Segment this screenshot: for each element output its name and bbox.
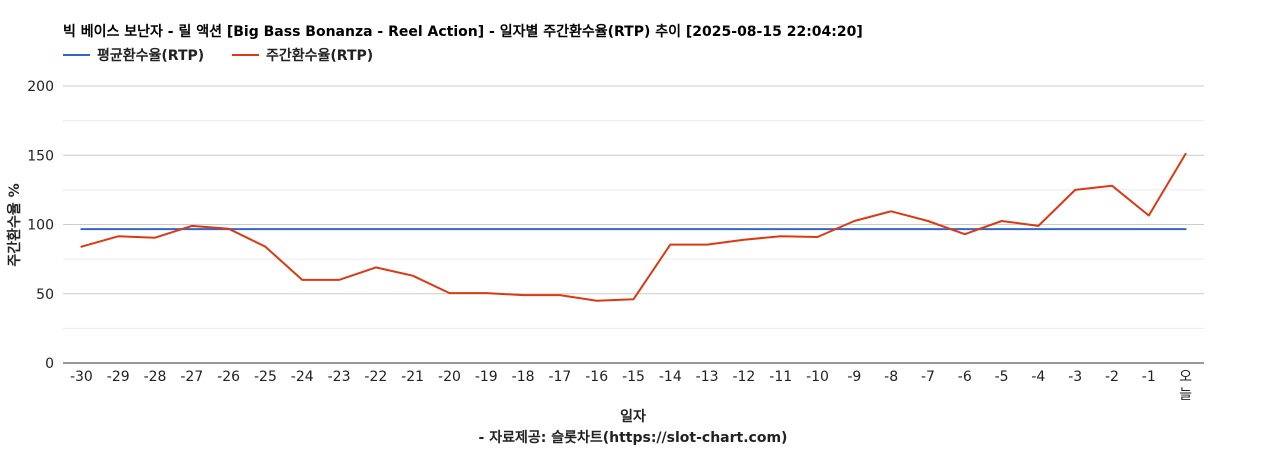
x-tick-label: -4: [1031, 369, 1045, 385]
x-tick-label: -6: [958, 369, 972, 385]
x-tick-label: -10: [806, 369, 829, 385]
legend-item-weekly-rtp[interactable]: 주간환수율(RTP): [232, 47, 373, 64]
x-tick-label: -3: [1068, 369, 1082, 385]
x-tick-label: -19: [475, 369, 498, 385]
y-tick-label: 0: [45, 356, 54, 372]
y-axis-ticks: 0 50 100 150 200: [27, 79, 54, 372]
y-axis-title: 주간환수율 %: [6, 183, 23, 266]
x-tick-label: -21: [401, 369, 424, 385]
y-tick-label: 50: [36, 287, 54, 303]
series-lines: [80, 152, 1187, 302]
x-tick-label: -7: [921, 369, 935, 385]
x-tick-label: -1: [1142, 369, 1156, 385]
x-tick-label: -9: [847, 369, 861, 385]
x-tick-label: -30: [70, 369, 93, 385]
x-tick-label: -16: [585, 369, 608, 385]
x-tick-label: -22: [364, 369, 387, 385]
x-tick-label: -28: [144, 369, 167, 385]
y-tick-label: 100: [27, 218, 54, 234]
x-tick-label: -27: [180, 369, 203, 385]
series-line-weekly-rtp[interactable]: [80, 152, 1187, 302]
minor-gridlines: [63, 120, 1204, 329]
legend-item-avg-rtp[interactable]: 평균환수율(RTP): [63, 47, 204, 64]
x-tick-label: -23: [328, 369, 351, 385]
x-tick-label: -15: [622, 369, 645, 385]
x-tick-label: -18: [512, 369, 535, 385]
x-tick-label: -24: [291, 369, 314, 385]
y-tick-label: 150: [27, 148, 54, 164]
major-gridlines: [63, 85, 1204, 295]
x-tick-label: -5: [995, 369, 1009, 385]
source-note: - 자료제공: 슬롯차트(https://slot-chart.com): [479, 430, 788, 446]
x-tick-label: -2: [1105, 369, 1119, 385]
x-tick-label: -13: [696, 369, 719, 385]
x-tick-label: -12: [732, 369, 755, 385]
x-tick-label: -17: [548, 369, 571, 385]
x-tick-label: -25: [254, 369, 277, 385]
x-tick-label: -20: [438, 369, 461, 385]
chart-title: 빅 베이스 보난자 - 릴 액션 [Big Bass Bonanza - Ree…: [63, 23, 863, 40]
x-tick-label: -8: [884, 369, 898, 385]
x-tick-label: -14: [659, 369, 682, 385]
x-axis-title: 일자: [620, 409, 646, 425]
x-axis-ticks: -30 -29 -28 -27 -26 -25 -24 -23 -22 -21 -20 -19 -18-…: [70, 369, 1192, 403]
x-tick-label: -29: [107, 369, 130, 385]
y-tick-label: 200: [27, 79, 54, 95]
legend-label-avg-rtp: 평균환수율(RTP): [97, 47, 204, 64]
legend: 평균환수율(RTP) 주간환수율(RTP): [63, 47, 373, 64]
x-tick-label: -11: [769, 369, 792, 385]
legend-label-weekly-rtp: 주간환수율(RTP): [266, 47, 373, 64]
x-tick-label: -26: [217, 369, 240, 385]
